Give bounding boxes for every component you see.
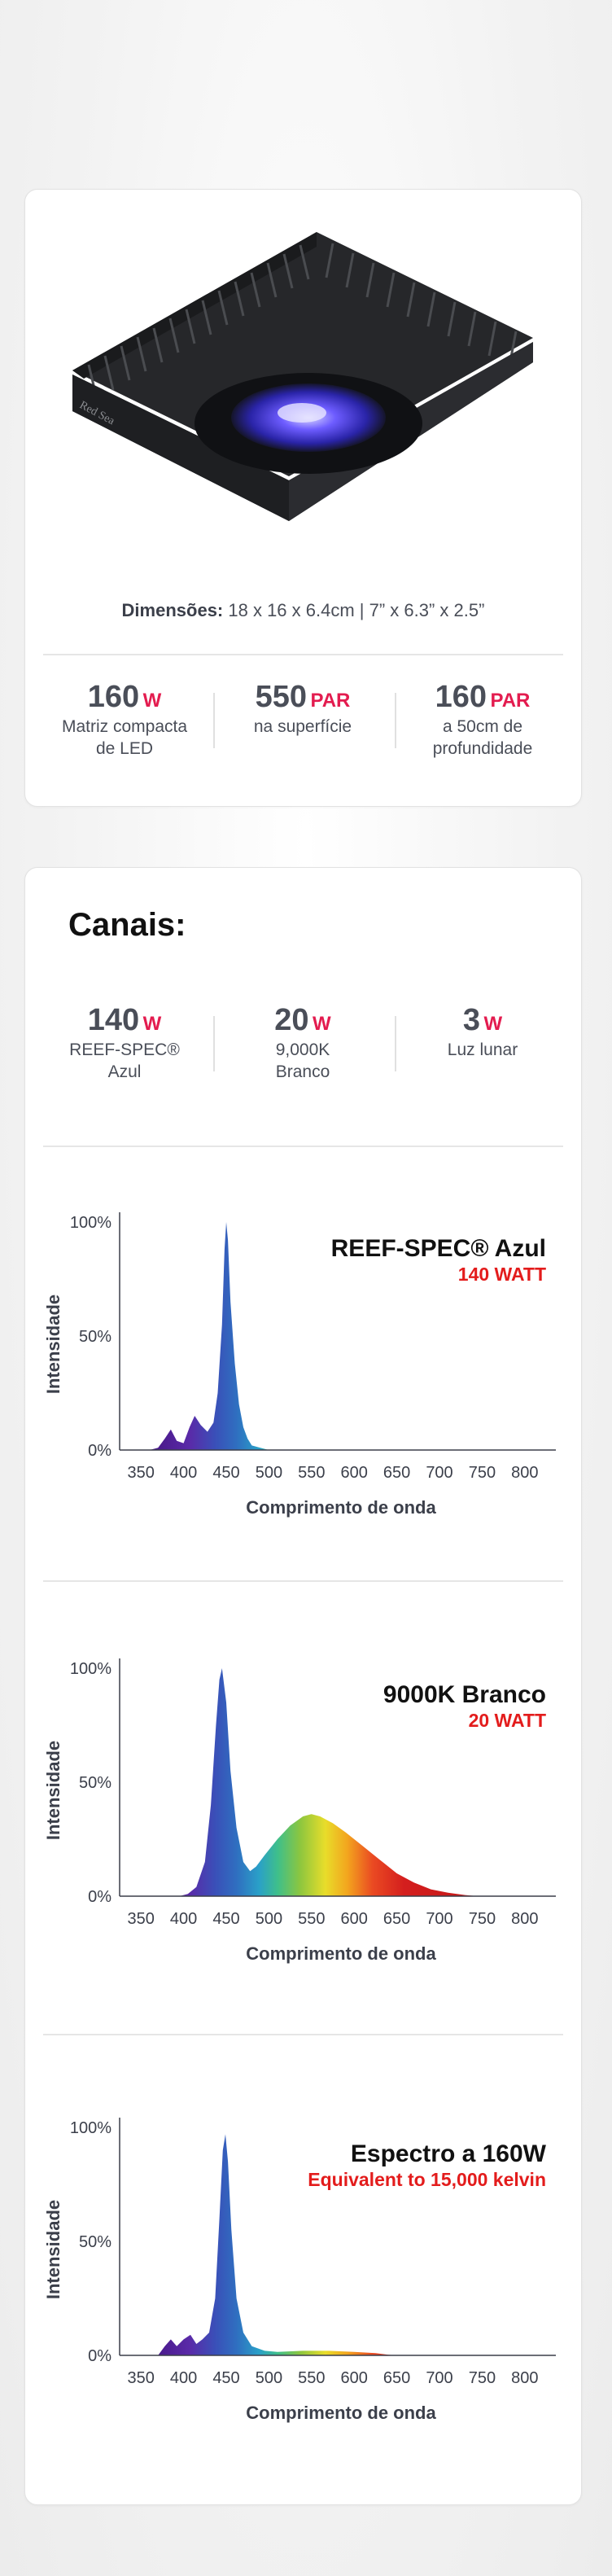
x-tick-label: 350 [128, 1910, 155, 1928]
stat-value: 550 [255, 680, 308, 714]
y-tick-label: 100% [70, 1660, 111, 1678]
x-axis-label: Comprimento de onda [246, 1497, 436, 1518]
stat-par-surface: 550 PAR na superfície [221, 681, 384, 738]
x-tick-label: 700 [426, 1464, 452, 1482]
dimensions-label: Dimensões: [121, 600, 224, 620]
x-tick-label: 350 [128, 2369, 155, 2387]
x-tick-label: 500 [256, 2369, 282, 2387]
x-tick-label: 350 [128, 1464, 155, 1482]
channel-unit: W [142, 1013, 162, 1035]
chart-title: 9000K Branco [383, 1681, 546, 1708]
y-tick-label: 50% [79, 1774, 111, 1792]
chart-subtitle: Equivalent to 15,000 kelvin [308, 2169, 546, 2190]
x-tick-label: 500 [256, 1910, 282, 1928]
x-tick-label: 400 [170, 2369, 197, 2387]
x-tick-label: 700 [426, 2369, 452, 2387]
y-tick-label: 50% [79, 1328, 111, 1346]
divider [43, 1146, 563, 1147]
channel-value: 3 [462, 1003, 481, 1037]
x-tick-label: 800 [511, 1464, 538, 1482]
divider [43, 654, 563, 655]
x-tick-label: 750 [469, 1910, 496, 1928]
y-tick-label: 0% [88, 1888, 111, 1906]
stat-par-depth: 160 PAR a 50cm de profundidade [401, 681, 564, 760]
x-tick-label: 650 [383, 1910, 410, 1928]
stat-desc: a 50cm de profundidade [432, 717, 533, 758]
x-tick-label: 650 [383, 1464, 410, 1482]
x-tick-label: 550 [298, 2369, 325, 2387]
stat-power: 160 W Matriz compacta de LED [43, 681, 206, 760]
dimensions: Dimensões: 18 x 16 x 6.4cm | 7” x 6.3” x… [25, 600, 581, 621]
y-tick-label: 0% [88, 2347, 111, 2365]
x-tick-label: 650 [383, 2369, 410, 2387]
channel-desc: 9,000K Branco [275, 1040, 330, 1081]
x-tick-label: 450 [212, 2369, 239, 2387]
x-tick-label: 800 [511, 1910, 538, 1928]
channel-white: 20 W 9,000K Branco [221, 1005, 384, 1083]
y-tick-label: 0% [88, 1442, 111, 1460]
x-tick-label: 700 [426, 1910, 452, 1928]
spectrum-chart-svg: 100% 50% 0% 350 400 450 500 550 600 650 700 750 800 C… [43, 1658, 556, 1964]
chart-title: Espectro a 160W [351, 2140, 547, 2167]
spectrum-chart-white: 100% 50% 0% 350 400 450 500 550 600 650 700 750 800 C… [25, 1640, 581, 1982]
chart-title: REEF-SPEC® Azul [331, 1235, 546, 1262]
channel-value: 20 [274, 1003, 309, 1037]
x-tick-label: 750 [469, 2369, 496, 2387]
spectrum-area [158, 2134, 397, 2355]
x-tick-label: 450 [212, 1910, 239, 1928]
stat-desc: Matriz compacta de LED [61, 717, 188, 758]
stat-unit: PAR [490, 690, 531, 712]
channel-unit: W [483, 1013, 503, 1035]
channels-card: Canais: 140 W REEF-SPEC® Azul 20 W 9,000K… [24, 867, 582, 2505]
spectrum-chart-svg: 100% 50% 0% 350 400 450 500 550 600 650 700 750 800 C… [43, 1212, 556, 1518]
stat-unit: PAR [310, 690, 351, 712]
stat-unit: W [142, 690, 162, 712]
y-tick-label: 100% [70, 2119, 111, 2137]
y-axis-label: Intensidade [43, 1741, 63, 1840]
x-tick-label: 550 [298, 1464, 325, 1482]
divider [395, 693, 396, 748]
dimensions-value: 18 x 16 x 6.4cm | 7” x 6.3” x 2.5” [223, 600, 485, 620]
divider [43, 2034, 563, 2035]
product-image: Red Sea [72, 232, 533, 521]
channel-moonlight: 3 W Luz lunar [401, 1005, 564, 1061]
spectrum-area [149, 1222, 286, 1450]
y-axis-label: Intensidade [43, 1295, 63, 1394]
x-tick-label: 600 [341, 2369, 368, 2387]
channel-blue: 140 W REEF-SPEC® Azul [43, 1005, 206, 1083]
divider [43, 1580, 563, 1582]
stat-desc: na superfície [253, 717, 352, 736]
y-axis-label: Intensidade [43, 2200, 63, 2299]
divider [395, 1016, 396, 1071]
divider [213, 693, 215, 748]
section-title: Canais: [68, 907, 186, 943]
channel-value: 140 [87, 1003, 140, 1037]
x-tick-label: 600 [341, 1464, 368, 1482]
stat-value: 160 [435, 680, 487, 714]
channel-desc: Luz lunar [447, 1040, 518, 1059]
chart-subtitle: 140 WATT [458, 1264, 546, 1285]
product-card: Red Sea Dimensões: 18 x 16 x 6.4cm | 7” … [24, 189, 582, 807]
y-tick-label: 100% [70, 1214, 111, 1232]
y-tick-label: 50% [79, 2233, 111, 2251]
x-tick-label: 750 [469, 1464, 496, 1482]
x-tick-label: 450 [212, 1464, 239, 1482]
x-tick-label: 500 [256, 1464, 282, 1482]
spectrum-area [179, 1668, 479, 1896]
x-tick-label: 400 [170, 1910, 197, 1928]
divider [213, 1016, 215, 1071]
spectrum-chart-blue: 100% 50% 0% 350 400 450 500 550 600 650 700 750 800 C… [25, 1194, 581, 1536]
x-tick-label: 800 [511, 2369, 538, 2387]
x-tick-label: 400 [170, 1464, 197, 1482]
channel-unit: W [313, 1013, 331, 1035]
x-tick-label: 550 [298, 1910, 325, 1928]
x-axis-label: Comprimento de onda [246, 1943, 436, 1964]
chart-subtitle: 20 WATT [469, 1710, 546, 1731]
spectrum-chart-svg: 100% 50% 0% 350 400 450 500 550 600 650 700 750 800 C… [43, 2118, 556, 2423]
x-axis-label: Comprimento de onda [246, 2403, 436, 2423]
channel-desc: REEF-SPEC® Azul [69, 1040, 180, 1081]
stat-value: 160 [87, 680, 140, 714]
x-tick-label: 600 [341, 1910, 368, 1928]
spectrum-chart-combined: 100% 50% 0% 350 400 450 500 550 600 650 700 750 800 C… [25, 2099, 581, 2441]
